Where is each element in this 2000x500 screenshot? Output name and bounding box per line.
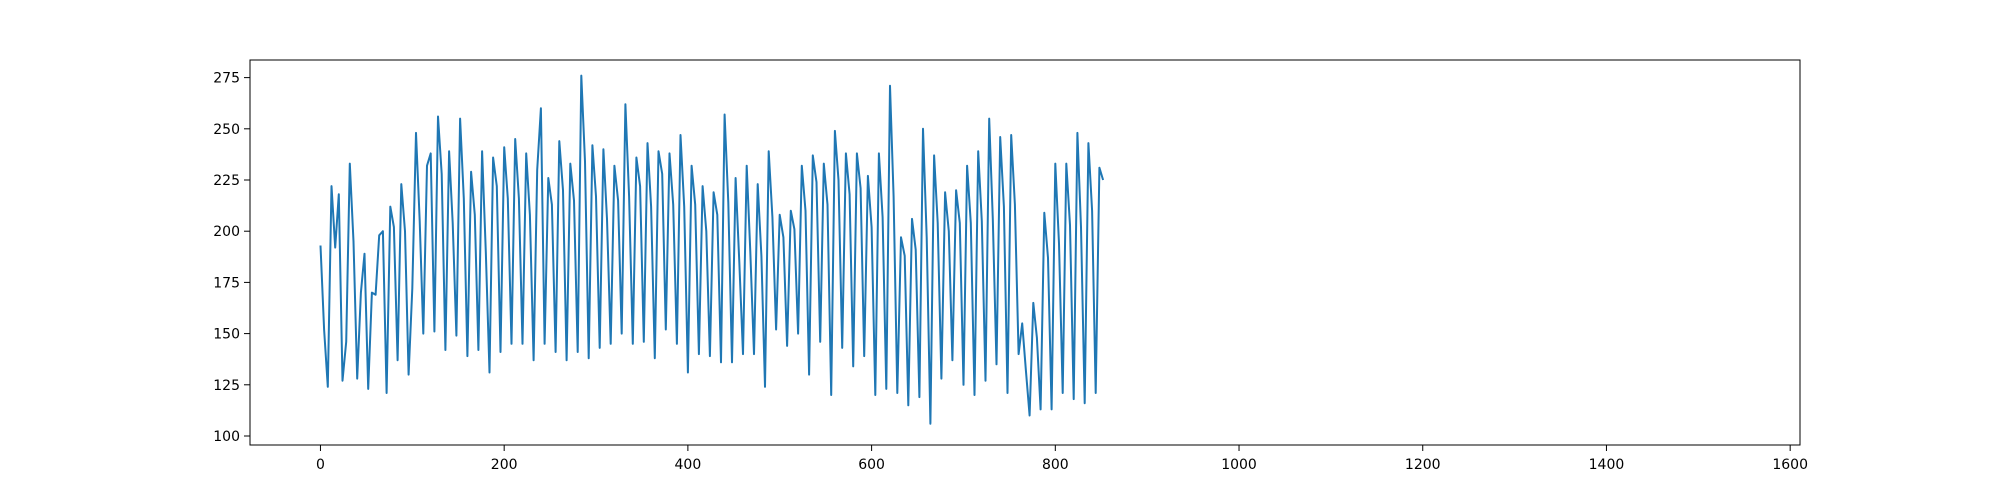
- y-tick-label: 275: [213, 71, 240, 87]
- x-tick-label: 0: [316, 457, 325, 473]
- x-tick-label: 1600: [1772, 457, 1808, 473]
- y-axis: 100 125 150 175 200 225 250 275: [213, 71, 250, 445]
- series-line-0: [319, 74, 1105, 425]
- x-tick-label: 200: [491, 457, 518, 473]
- y-tick-label: 150: [213, 327, 240, 343]
- x-tick-label: 1000: [1221, 457, 1257, 473]
- x-tick-label: 400: [675, 457, 702, 473]
- x-tick-label: 800: [1042, 457, 1069, 473]
- x-tick-label: 1200: [1405, 457, 1441, 473]
- y-tick-label: 225: [213, 173, 240, 189]
- x-axis: 0 200 400 600 800 1000 1200 1400 1600: [316, 445, 1808, 473]
- x-tick-label: 1400: [1589, 457, 1625, 473]
- y-tick-label: 200: [213, 224, 240, 240]
- y-tick-label: 125: [213, 378, 240, 394]
- x-tick-label: 600: [858, 457, 885, 473]
- y-tick-label: 100: [213, 429, 240, 445]
- y-tick-label: 175: [213, 275, 240, 291]
- axes-frame: [249, 59, 1801, 446]
- y-tick-label: 250: [213, 122, 240, 138]
- plot-area: [319, 74, 1105, 425]
